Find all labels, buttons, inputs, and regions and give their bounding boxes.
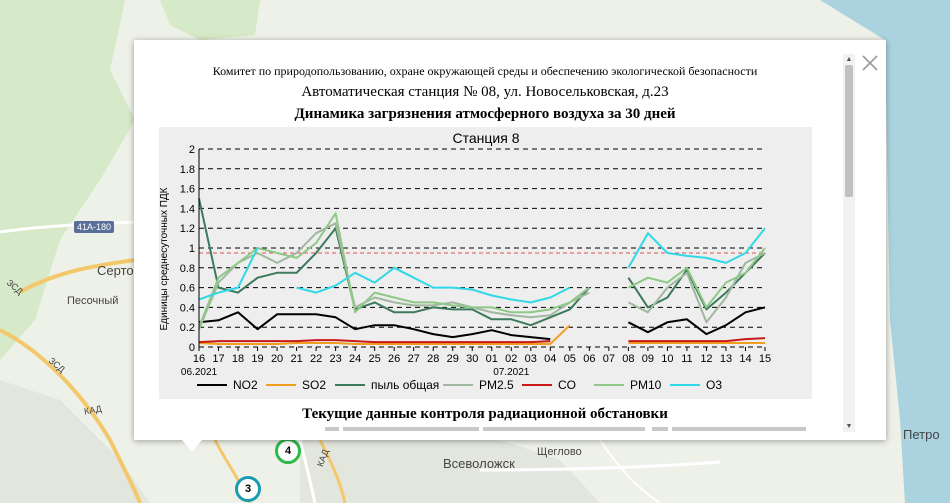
tab-strip-b xyxy=(343,427,479,431)
series-line-o3 xyxy=(198,247,259,301)
series-line-pm25 xyxy=(198,222,590,330)
x-tick-label: 04 xyxy=(544,353,556,365)
y-tick-label: 0 xyxy=(189,342,195,354)
x-tick-label: 23 xyxy=(329,353,341,365)
popup-pointer xyxy=(182,440,202,452)
x-tick-label: 05 xyxy=(564,353,576,365)
x-tick-label: 30 xyxy=(466,353,478,365)
series-line-co xyxy=(198,339,551,344)
x-tick-label: 03 xyxy=(525,353,537,365)
x-tick-label: 26 xyxy=(388,353,400,365)
marker-number: 3 xyxy=(244,483,252,495)
y-tick-label: 1.8 xyxy=(180,164,195,176)
series-line-co xyxy=(628,337,766,343)
x-tick-label: 29 xyxy=(447,353,459,365)
y-tick-label: 0.6 xyxy=(180,283,195,295)
x-tick-label: 09 xyxy=(642,353,654,365)
y-tick-label: 2 xyxy=(189,144,195,156)
close-button[interactable] xyxy=(857,52,883,74)
pollution-chart: Станция 8 Единицы среднесуточных ПДК 0 0.… xyxy=(159,127,812,399)
tab-strip-e xyxy=(672,427,806,431)
x-tick-label: 13 xyxy=(720,353,732,365)
legend-label-co: CO xyxy=(558,378,576,392)
y-tick-label: 1.4 xyxy=(180,203,195,215)
x-tick-label: 12 xyxy=(700,353,712,365)
x-tick-label: 02 xyxy=(505,353,517,365)
radiation-heading: Текущие данные контроля радиационной обс… xyxy=(302,406,668,422)
map-label-vsevolozhsk: Всеволожск xyxy=(443,456,515,471)
x-tick-label: 20 xyxy=(271,353,283,365)
chart-background xyxy=(159,127,812,399)
close-icon xyxy=(862,55,878,71)
chart-y-axis-label: Единицы среднесуточных ПДК xyxy=(159,187,170,330)
x-tick-label: 17 xyxy=(212,353,224,365)
series-line-pm10 xyxy=(627,247,766,309)
x-tick-label: 27 xyxy=(408,353,420,365)
chart-svg: Станция 8 Единицы среднесуточных ПДК 0 0.… xyxy=(159,127,812,399)
y-tick-label: 1.2 xyxy=(180,223,195,235)
committee-title: Комитет по природопользованию, охране ок… xyxy=(212,64,758,78)
x-tick-label: 19 xyxy=(251,353,263,365)
x-tick-label: 14 xyxy=(739,353,751,365)
series-line-pm10 xyxy=(198,212,590,328)
map-marker-3[interactable]: 3 xyxy=(235,476,261,502)
tab-strip-a xyxy=(325,427,339,431)
x-tick-label: 11 xyxy=(681,353,692,365)
scroll-up-arrow-icon[interactable]: ▲ xyxy=(845,56,853,63)
map-marker-4[interactable]: 4 xyxy=(275,438,301,464)
x-tick-label: 24 xyxy=(349,353,361,365)
x-tick-label: 06 xyxy=(583,353,595,365)
legend-label-no2: NO2 xyxy=(233,378,258,392)
x-tick-label: 18 xyxy=(232,353,244,365)
road-shield-41a180: 41А-180 xyxy=(74,221,115,233)
y-tick-label: 1.6 xyxy=(180,184,195,196)
x-tick-label: 10 xyxy=(661,353,673,365)
x-tick-label: 15 xyxy=(759,353,771,365)
series-line-pm25 xyxy=(627,252,766,324)
y-tick-label: 0.8 xyxy=(180,263,195,275)
series-line-so2 xyxy=(198,324,571,345)
x-tick-label: 01 xyxy=(486,353,498,365)
x-tick-label: 28 xyxy=(427,353,439,365)
tab-strip-d xyxy=(652,427,668,431)
map-label-shcheglovo: Щеглово xyxy=(537,446,582,458)
x-tick-label: 21 xyxy=(290,353,302,365)
series-line-no2 xyxy=(198,311,551,341)
y-tick-label: 0.4 xyxy=(180,302,195,314)
x-tick-label: 16 xyxy=(193,353,205,365)
map-label-petro: Петро xyxy=(903,427,940,442)
series-line-no2 xyxy=(627,306,766,336)
x-month-label: 06.2021 xyxy=(181,367,218,378)
series-line-o3 xyxy=(296,266,571,304)
y-tick-label: 1 xyxy=(189,243,195,255)
marker-number: 4 xyxy=(284,445,292,457)
legend-label-pm10: PM10 xyxy=(630,378,662,392)
x-month-label: 07.2021 xyxy=(493,367,530,378)
station-title: Автоматическая станция № 08, ул. Новосел… xyxy=(301,84,669,100)
legend-label-dust: пыль общая xyxy=(371,378,439,392)
popup-scrollbar-thumb[interactable] xyxy=(845,65,853,197)
legend-label-pm25: PM2.5 xyxy=(479,378,514,392)
chart-title: Станция 8 xyxy=(453,130,520,146)
x-tick-label: 25 xyxy=(369,353,381,365)
scroll-down-arrow-icon[interactable]: ▼ xyxy=(845,423,853,430)
tab-strip-c xyxy=(483,427,645,431)
legend-label-so2: SO2 xyxy=(302,378,326,392)
x-tick-label: 07 xyxy=(603,353,615,365)
chart-heading: Динамика загрязнения атмосферного воздух… xyxy=(294,106,676,122)
series-line-o3 xyxy=(627,227,766,269)
y-tick-label: 0.2 xyxy=(180,322,195,334)
legend-label-o3: O3 xyxy=(706,378,722,392)
x-tick-label: 22 xyxy=(310,353,322,365)
series-line-dust xyxy=(198,198,591,327)
x-tick-label: 08 xyxy=(622,353,634,365)
map-label-pesochny: Песочный xyxy=(67,295,119,307)
map-label-serto: Серто xyxy=(97,263,134,278)
